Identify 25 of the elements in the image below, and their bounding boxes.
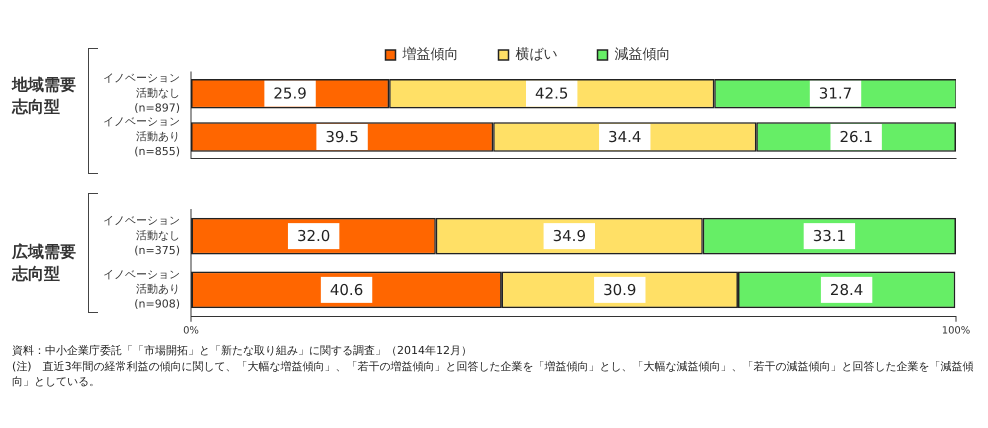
y-axis-title: 広域需要志向型 bbox=[10, 240, 77, 285]
y-tick-label: イノベーション活動あり(n=855) bbox=[103, 115, 180, 158]
legend-label: 減益傾向 bbox=[614, 46, 670, 63]
y-tick-label: イノベーション活動なし(n=897) bbox=[103, 72, 180, 114]
legend-label: 横ばい bbox=[516, 46, 558, 63]
data-label: 33.1 bbox=[812, 227, 846, 246]
y-tick-label: イノベーション活動あり(n=908) bbox=[103, 268, 180, 311]
x-tick-label: 100% bbox=[942, 325, 970, 336]
data-label: 31.7 bbox=[818, 84, 852, 103]
x-tick-label: 0% bbox=[183, 325, 199, 336]
data-label: 40.6 bbox=[330, 280, 364, 299]
y-tick-label: イノベーション活動なし(n=375) bbox=[103, 214, 180, 257]
data-label: 42.5 bbox=[534, 84, 568, 103]
legend-label: 増益傾向 bbox=[402, 46, 458, 63]
text: (注) 直近3年間の経常利益の傾向に関して、「大幅な増益傾向」、「若干の増益傾向」と回答した企業を「増益傾向」とし、「大幅な減益傾向」、「若干の減益傾向」と回答した企業を「減益傾向」としている。 bbox=[11, 360, 975, 389]
data-label: 32.0 bbox=[296, 227, 330, 246]
data-label: 34.9 bbox=[552, 227, 586, 246]
data-label: 28.4 bbox=[830, 280, 864, 299]
data-label: 26.1 bbox=[839, 128, 873, 146]
y-axis-title: 地域需要志向型 bbox=[10, 74, 77, 118]
data-label: 34.4 bbox=[608, 128, 642, 146]
text: 資料：中小企業庁委託「「市場開拓」と「新たな取り組み」に関する調査」（2014年12月） bbox=[11, 344, 473, 358]
data-label: 39.5 bbox=[325, 128, 359, 146]
data-label: 30.9 bbox=[603, 280, 636, 299]
data-label: 25.9 bbox=[273, 84, 307, 103]
